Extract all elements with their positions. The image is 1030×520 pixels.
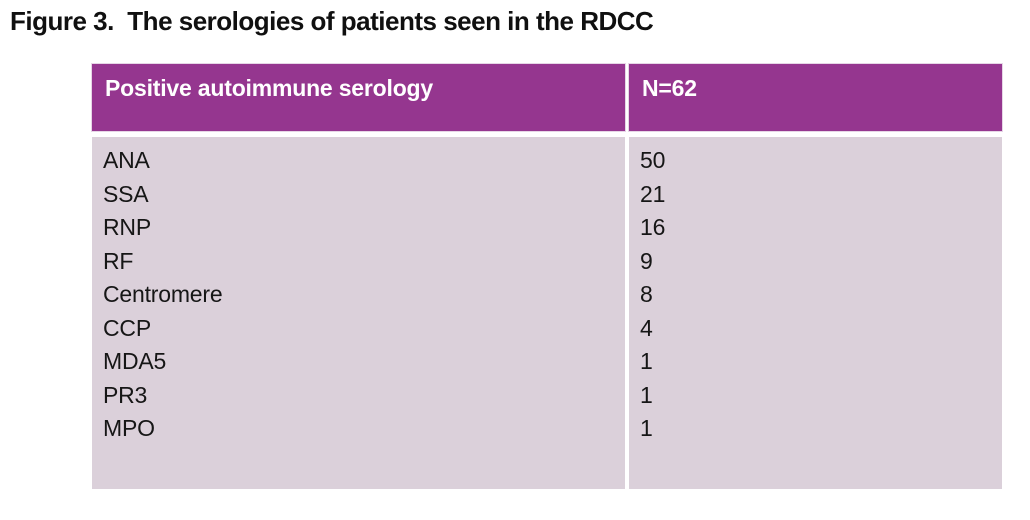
table-body-row: ANA SSA RNP RF Centromere CCP MDA5 PR3 MPO 50 21 1… [92, 137, 1002, 489]
serology-count: 9 [640, 247, 653, 274]
serology-count: 1 [640, 415, 653, 441]
serology-label: RNP [103, 214, 151, 240]
serology-count: 8 [640, 281, 653, 307]
serology-table: Positive autoimmune serology N=62 ANA SSA… [91, 63, 1003, 489]
serology-count: 1 [640, 348, 653, 374]
serology-label: RF [103, 247, 134, 274]
table-header-row: Positive autoimmune serology N=62 [91, 63, 1003, 132]
serology-count: 21 [640, 180, 666, 207]
serology-label: Centromere [103, 281, 223, 307]
serology-label: CCP [103, 314, 151, 341]
serology-value-column: 50 21 16 9 8 4 1 1 1 [629, 137, 1002, 489]
header-cell-serology: Positive autoimmune serology [91, 63, 626, 132]
header-cell-n: N=62 [628, 63, 1003, 132]
serology-count: 16 [640, 214, 666, 240]
serology-label-column: ANA SSA RNP RF Centromere CCP MDA5 PR3 MPO [92, 137, 625, 489]
serology-label: ANA [103, 147, 150, 173]
serology-count: 50 [640, 147, 666, 173]
serology-label: MPO [103, 415, 155, 441]
serology-count: 4 [640, 314, 653, 341]
serology-count: 1 [640, 381, 653, 408]
serology-label: PR3 [103, 381, 148, 408]
serology-label: SSA [103, 180, 149, 207]
figure-title: Figure 3. The serologies of patients see… [10, 6, 654, 36]
serology-label: MDA5 [103, 348, 167, 374]
